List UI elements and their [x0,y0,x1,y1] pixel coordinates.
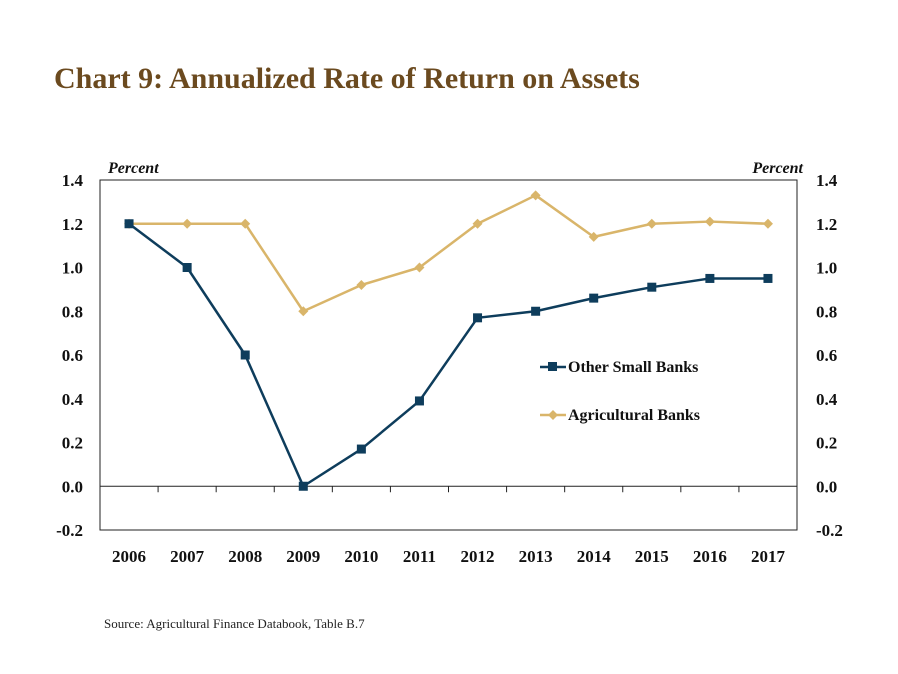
data-point-other-small-banks [589,293,599,303]
y-tick-label-right: 1.4 [816,171,838,190]
x-tick-label: 2016 [693,547,727,566]
y-tick-label-left: 0.8 [62,302,83,321]
legend-label-other-small-banks: Other Small Banks [568,359,698,376]
data-point-agricultural-banks [762,218,773,229]
data-point-agricultural-banks [240,218,251,229]
x-tick-label: 2015 [635,547,669,566]
x-tick-label: 2011 [403,547,436,566]
data-point-other-small-banks [705,273,715,283]
y-tick-label-right: 0.0 [816,477,837,496]
data-point-other-small-banks [414,396,424,406]
data-point-agricultural-banks [182,218,193,229]
data-point-agricultural-banks [588,231,599,242]
y-tick-label-left: 0.0 [62,477,83,496]
y-tick-label-left: 1.2 [62,215,83,234]
y-tick-label-right: 1.0 [816,259,837,278]
x-tick-label: 2007 [170,547,205,566]
y-tick-label-right: 0.6 [816,346,837,365]
y-axis-right-unit: Percent [751,160,803,177]
source-note: Source: Agricultural Finance Databook, T… [104,616,365,631]
y-tick-label-right: -0.2 [816,521,843,540]
legend-marker-agricultural-banks [548,410,558,420]
data-point-other-small-banks [182,263,192,272]
y-tick-label-left: 1.0 [62,259,83,278]
data-point-agricultural-banks [356,280,367,290]
x-tick-label: 2010 [344,547,378,566]
x-tick-label: 2017 [751,547,786,566]
data-point-other-small-banks [763,273,773,283]
x-tick-label: 2013 [519,547,553,566]
x-axis-labels: 2006 2007 2008 2009 2010 2011 2012 2013 2014 2015… [112,547,785,566]
x-tick-label: 2006 [112,547,146,566]
series-layer [124,190,773,491]
x-tick-label: 2014 [577,547,612,566]
y-tick-label-right: 1.2 [816,215,837,234]
x-tick-label: 2008 [228,547,262,566]
data-point-agricultural-banks [704,216,715,227]
y-tick-label-right: 0.4 [816,390,838,409]
data-point-other-small-banks [473,313,483,323]
y-tick-label-left: 0.4 [62,390,84,409]
data-point-other-small-banks [298,481,308,491]
legend: Other Small Banks Agricultural Banks [540,359,700,424]
y-tick-label-left: 0.6 [62,346,83,365]
legend-marker-other-small-banks [548,362,557,371]
data-point-other-small-banks [356,444,366,454]
chart-title: Chart 9: Annualized Rate of Return on As… [54,62,640,95]
series-line [128,222,768,488]
legend-label-agricultural-banks: Agricultural Banks [568,407,700,424]
y-tick-label-left: -0.2 [56,521,83,540]
data-point-agricultural-banks [530,190,541,201]
y-tick-label-left: 0.2 [62,434,83,453]
data-point-other-small-banks [531,306,541,316]
x-axis-ticks [99,486,798,493]
y-axis-right-labels: 1.4 1.2 1.0 0.8 0.6 0.4 0.2 0.0 -0.2 [816,171,843,540]
x-tick-label: 2009 [286,547,320,566]
y-tick-label-right: 0.8 [816,302,837,321]
series-line [129,194,769,313]
y-tick-label-right: 0.2 [816,434,837,453]
data-point-agricultural-banks [472,218,483,229]
data-point-other-small-banks [124,219,134,229]
y-tick-label-left: 1.4 [62,171,84,190]
data-point-other-small-banks [647,282,657,292]
y-axis-left-unit: Percent [107,160,159,177]
data-point-agricultural-banks [298,306,309,317]
plot-area-frame [99,179,798,531]
data-point-agricultural-banks [646,218,657,229]
y-axis-left-labels: 1.4 1.2 1.0 0.8 0.6 0.4 0.2 0.0 -0.2 [56,171,83,540]
data-point-other-small-banks [240,350,250,360]
x-tick-label: 2012 [461,547,495,566]
data-point-agricultural-banks [414,262,425,273]
